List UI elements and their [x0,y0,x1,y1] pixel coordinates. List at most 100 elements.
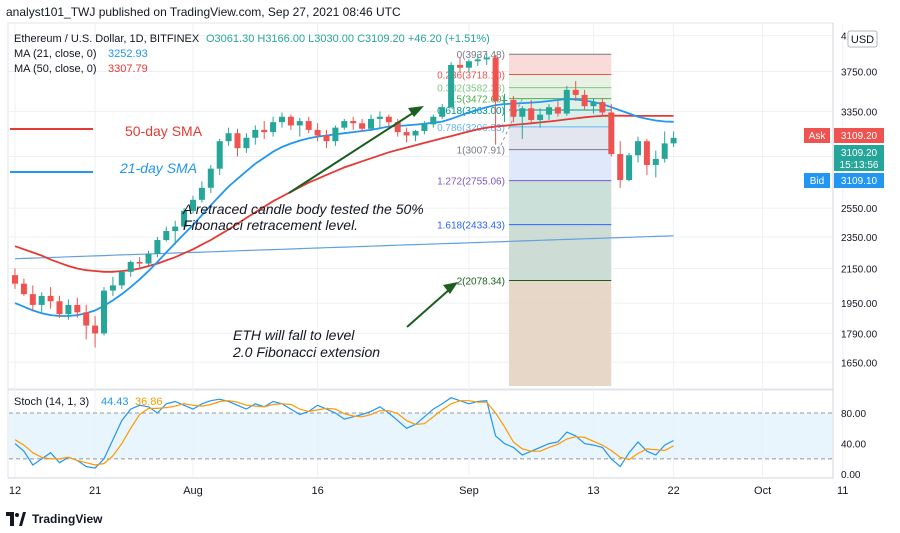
candle [341,118,348,130]
ma50-line [14,114,674,273]
candle [439,104,446,119]
candle-body [608,112,615,155]
annotation-sma21: 21-day SMA [119,160,197,176]
candle [163,226,170,242]
price-tick-label: 1790.00 [841,329,878,340]
ask-value: 3109.20 [841,131,878,142]
bid-value: 3109.10 [841,176,878,187]
candle-body [581,94,588,107]
candle [83,304,90,340]
candle [448,62,455,109]
candle-body [305,121,312,130]
footer: TradingView [6,510,102,528]
legend-ohlc: O3061.30 H3166.00 L3030.00 C3109.20 +46.… [206,33,490,45]
candle [670,131,677,147]
candle [314,123,321,142]
candle [154,237,161,258]
legend-stoch-k: 44.43 [101,396,129,408]
price-tick-label: 2350.00 [841,233,878,244]
candle-body [190,199,196,211]
candle [465,59,472,73]
stoch-tick-label: 80.00 [841,409,866,420]
ask-label: Ask [809,131,827,142]
candle-body [572,89,579,95]
candle-body [65,304,72,315]
candle-body [101,290,107,334]
fib-zone [508,54,612,75]
stoch-tick-label: 0.00 [841,470,861,481]
time-tick-label: 21 [89,485,101,497]
price-tick-label: 1950.00 [841,299,878,310]
legend-ma50-value: 3307.79 [108,63,148,75]
candle [554,101,561,117]
candle [198,181,205,203]
candle-body [279,116,285,123]
candle [172,220,179,245]
candle-body [332,127,339,142]
candle-body [439,107,446,117]
currency-badge[interactable] [847,30,878,48]
candle-body [474,59,481,62]
candle [510,95,517,123]
candle-body [661,143,668,159]
last-price-tag: 3109.20 15:13:56 [834,145,884,171]
candle-body [368,118,374,129]
candle-body [457,64,463,68]
stoch-k-line [14,397,674,469]
candle [403,127,410,143]
candle [305,116,312,134]
candle-body [261,129,268,133]
currency-label: USD [851,34,874,46]
grid-layer [9,24,844,477]
candle [474,53,481,66]
annotation-fall-line1: ETH will fall to level [233,327,355,343]
candle [181,208,188,230]
candle [109,276,116,296]
candle [581,89,588,110]
stochastic [9,397,832,469]
candle [323,129,330,149]
candle [47,287,54,309]
candle-body [216,141,223,169]
legend-stoch-d: 36.86 [135,396,163,408]
fib-level-label: 1(3007.91) [457,146,505,157]
candle [287,114,294,130]
time-tick-label: Sep [459,485,479,497]
candle [12,268,18,289]
price-tick-label: 3350.00 [841,107,878,118]
candle [92,316,99,348]
candle-body [519,108,526,117]
candle [190,195,196,214]
fib-zone [508,126,612,150]
candle-body [181,210,188,227]
fib-zone [508,149,612,181]
candle-body [599,102,606,113]
candle [492,54,499,145]
candle-body [643,141,650,165]
bid-tag: Bid 3109.10 [804,173,884,188]
candle-body [136,261,143,264]
time-tick-label: 11 [837,485,848,497]
candle-body [554,107,561,114]
candle-body [385,116,392,123]
candle [136,257,143,269]
candle [661,131,668,163]
candle [270,116,277,137]
candle-body [421,124,428,131]
candle [38,292,45,313]
fib-level-label: 0.382(3582.38) [437,84,505,95]
candle-body [12,275,18,284]
arrow-to-fib-extension [406,282,458,328]
fib-level-label: 0.5(3472.69) [448,95,505,106]
candle-body [20,283,27,295]
candle-body [670,137,677,144]
candle [207,164,214,194]
last-price-value: 3109.20 [841,148,878,159]
candle-body [270,122,277,133]
fib-level-label: 0.786(3206.83) [437,123,505,134]
candle [412,129,419,142]
candle-body [528,108,535,120]
candle [225,127,232,146]
time-tick-label: 16 [311,485,323,497]
